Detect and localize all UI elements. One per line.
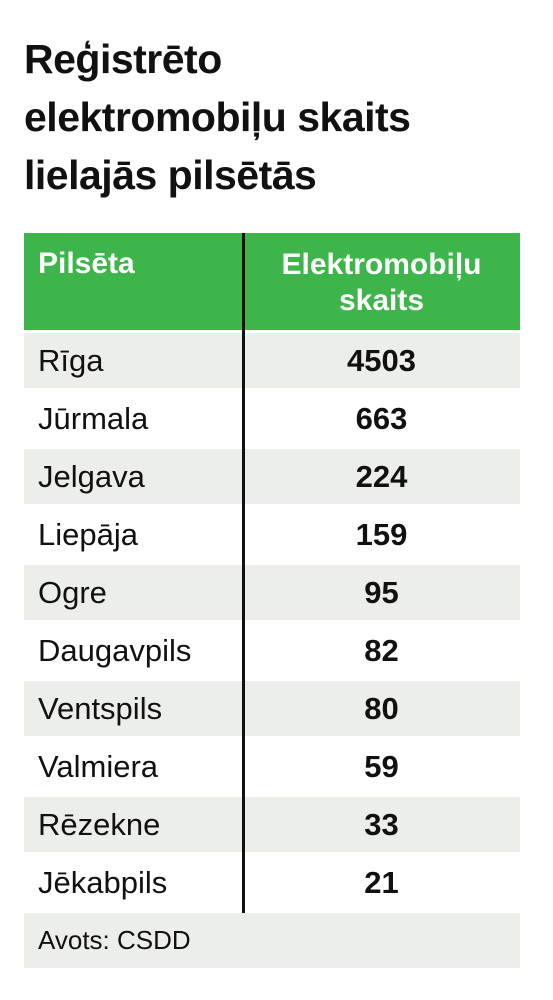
count-cell: 159: [355, 516, 408, 552]
count-cell: 82: [364, 632, 399, 668]
title: Reģistrēto elektromobiļu skaits lielajās p…: [24, 30, 411, 204]
header-row: Pilsēta Elektromobiļu skaits: [24, 233, 520, 330]
city-cell: Rīga: [38, 342, 104, 378]
header-line: skaits: [338, 284, 425, 317]
source: Avots: CSDD: [24, 913, 520, 968]
city-cell: Rēzekne: [38, 806, 161, 842]
table-row: Jelgava 224: [24, 449, 520, 504]
count-cell: 224: [355, 458, 408, 494]
count-cell: 95: [364, 574, 399, 610]
header-line: Elektromobiļu: [281, 248, 482, 281]
count-cell: 80: [364, 690, 399, 726]
city-cell: Jelgava: [38, 458, 145, 494]
table-row: Ventspils 80: [24, 681, 520, 736]
table-row: Rīga 4503: [24, 333, 520, 388]
city-cell: Jēkabpils: [38, 864, 168, 900]
table-row: Jēkabpils 21: [24, 855, 520, 910]
header-cell: Elektromobiļu skaits: [243, 233, 520, 330]
table-row: Valmiera 59: [24, 739, 520, 794]
city-cell: Daugavpils: [38, 632, 192, 668]
count-cell: 33: [364, 806, 399, 842]
header-cell: Pilsēta: [38, 247, 135, 280]
count-cell: 4503: [347, 342, 416, 378]
city-cell: Valmiera: [38, 748, 159, 784]
table-row: Liepāja 159: [24, 507, 520, 562]
table-row: Daugavpils 82: [24, 623, 520, 678]
table: Pilsēta Elektromobiļu skaits Rīga 4503 Jūrmal…: [24, 233, 520, 968]
title-line: lielajās pilsētās: [24, 152, 317, 198]
table-row: Rēzekne 33: [24, 797, 520, 852]
city-cell: Jūrmala: [38, 400, 149, 436]
count-cell: 663: [355, 400, 408, 436]
column-divider: [242, 233, 245, 913]
table-row: Jūrmala 663: [24, 391, 520, 446]
city-cell: Liepāja: [38, 516, 138, 552]
table-row: Ogre 95: [24, 565, 520, 620]
count-cell: 21: [364, 864, 399, 900]
city-cell: Ventspils: [38, 690, 163, 726]
count-cell: 59: [364, 748, 399, 784]
title-line: Reģistrēto: [24, 36, 222, 82]
city-cell: Ogre: [38, 574, 107, 610]
title-line: elektromobiļu skaits: [24, 94, 411, 140]
